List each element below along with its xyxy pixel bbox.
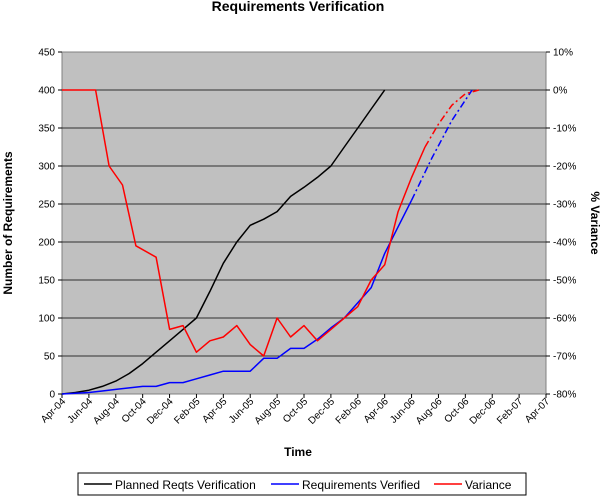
verified-line <box>61 199 413 395</box>
variance-line-projection <box>424 89 480 148</box>
legend-label-verified: Requirements Verified <box>302 478 420 492</box>
y-tick-label: 450 <box>38 48 55 59</box>
x-tick-label: Jun-04 <box>66 396 96 426</box>
x-tick-label: Aug-06 <box>414 396 445 427</box>
x-tick-label: Dec-05 <box>306 396 337 427</box>
variance-line <box>62 89 426 357</box>
series-lines <box>61 89 480 395</box>
x-axis-title: Time <box>284 445 312 459</box>
y-axis-ticks: 0 50 100 150 200 250 300 350 400 450 <box>38 48 62 401</box>
y-tick-label: 300 <box>38 162 55 173</box>
y-tick-label: 100 <box>38 314 55 325</box>
x-tick-label: Oct-04 <box>120 396 149 425</box>
chart-title: Requirements Verification <box>212 0 385 14</box>
y2-tick-label: -30% <box>553 200 576 211</box>
x-tick-label: Dec-06 <box>468 396 499 427</box>
grid-lines <box>62 89 546 357</box>
verified-line-projection <box>410 89 473 201</box>
y2-tick-label: -40% <box>553 238 576 249</box>
y-tick-label: 200 <box>38 238 55 249</box>
y-tick-label: 0 <box>49 390 55 401</box>
x-tick-label: Feb-05 <box>172 396 202 426</box>
y-tick-label: 150 <box>38 276 55 287</box>
legend-label-variance: Variance <box>465 478 512 492</box>
plot-area <box>61 51 547 395</box>
x-tick-label: Aug-05 <box>253 396 284 427</box>
y2-tick-label: -50% <box>553 276 576 287</box>
y-tick-label: 350 <box>38 124 55 135</box>
x-axis-ticks: Apr-04Jun-04Aug-04Oct-04Dec-04Feb-05Apr-… <box>39 394 552 427</box>
x-tick-label: Jun-05 <box>227 396 257 426</box>
y2-tick-label: -60% <box>553 314 576 325</box>
x-tick-label: Oct-06 <box>442 396 471 425</box>
y-tick-label: 50 <box>44 352 56 363</box>
y2-tick-label: -10% <box>553 124 576 135</box>
y2-tick-label: -70% <box>553 352 576 363</box>
y-axis-title: Number of Requirements <box>1 151 15 295</box>
y-tick-label: 400 <box>38 86 55 97</box>
x-tick-label: Oct-05 <box>281 396 310 425</box>
x-tick-label: Feb-07 <box>495 396 525 426</box>
y2-tick-label: -20% <box>553 162 576 173</box>
y-tick-label: 250 <box>38 200 55 211</box>
legend: Planned Reqts Verification Requirements … <box>77 472 527 496</box>
x-tick-label: Apr-05 <box>200 396 229 425</box>
legend-label-planned: Planned Reqts Verification <box>115 478 256 492</box>
planned-line <box>61 89 386 395</box>
legend-box <box>77 472 527 496</box>
y2-axis-title: % Variance <box>588 191 601 255</box>
x-tick-label: Aug-04 <box>91 396 122 427</box>
y2-axis-ticks: -80% -70% -60% -50% -40% -30% -20% -10% 0% 10% <box>546 48 576 401</box>
y2-tick-label: 10% <box>553 48 573 59</box>
x-tick-label: Apr-06 <box>362 396 391 425</box>
x-tick-label: Dec-04 <box>145 396 176 427</box>
y2-tick-label: -80% <box>553 390 576 401</box>
x-tick-label: Apr-07 <box>523 396 552 425</box>
x-tick-label: Feb-06 <box>334 396 364 426</box>
x-tick-label: Jun-06 <box>388 396 418 426</box>
y2-tick-label: 0% <box>553 86 568 97</box>
